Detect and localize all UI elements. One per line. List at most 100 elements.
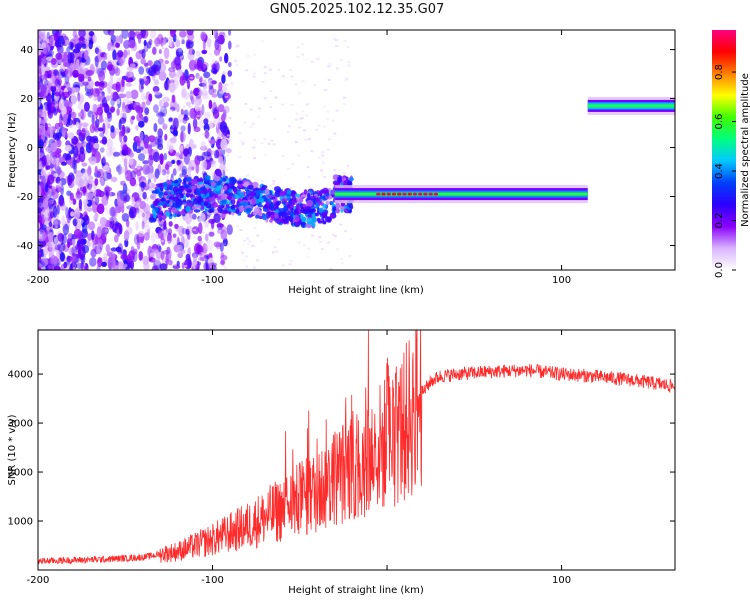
noise-cell [41,64,46,76]
noise-cell [96,168,104,179]
noise-cell [203,71,211,79]
noise-cell [157,143,164,151]
noise-cell [152,85,160,93]
noise-cell [123,157,128,168]
noise-cell [74,43,82,50]
noise-cell [180,130,184,143]
band-cell [208,209,214,213]
noise-cell [78,36,85,41]
noise-cell [174,223,179,230]
noise-cell [201,231,205,234]
noise-cell [110,176,118,183]
noise-cell [94,47,100,54]
noise-cell [141,101,146,110]
noise-cell [228,61,232,68]
noise-cell [207,262,216,270]
noise-cell [306,103,309,106]
band-cell [229,185,233,189]
band-cell [172,186,179,193]
band-cell [290,204,295,209]
peak-cell [423,192,428,196]
noise-cell [153,122,158,133]
noise-cell [128,30,136,40]
noise-cell [88,156,97,165]
noise-cell [96,203,105,215]
noise-cell [287,125,291,128]
noise-cell [101,136,108,145]
noise-cell [307,176,311,178]
noise-cell [252,139,256,142]
noise-cell [223,105,230,114]
noise-cell [120,128,124,138]
noise-cell [240,140,244,143]
noise-cell [62,126,66,138]
noise-cell [101,261,107,267]
noise-cell [181,165,188,176]
noise-cell [61,161,67,166]
noise-cell [45,154,51,163]
noise-cell [67,90,72,96]
noise-cell [322,125,326,128]
noise-cell [131,115,136,121]
noise-cell [193,87,200,97]
noise-cell [290,104,294,106]
noise-cell [208,86,215,96]
noise-cell [42,154,47,167]
noise-cell [50,142,58,153]
noise-cell [217,133,223,138]
noise-cell [331,234,335,236]
noise-cell [101,228,108,240]
noise-cell [94,189,102,197]
noise-cell [76,129,82,136]
noise-cell [108,190,112,197]
noise-cell [246,174,249,177]
band-cell [252,210,258,216]
noise-cell [147,145,153,155]
noise-cell [66,255,71,266]
band-cell [317,200,322,205]
band-cell [268,197,272,204]
noise-cell [226,134,230,137]
noise-cell [228,98,232,101]
noise-cell [251,122,255,125]
noise-cell [326,148,330,151]
noise-cell [110,216,118,225]
noise-cell [335,109,339,112]
noise-cell [44,146,52,153]
band-cell [224,190,228,194]
y-tick-label: 3000 [8,419,33,430]
noise-cell [126,71,135,80]
noise-cell [141,92,146,101]
noise-cell [171,159,176,164]
noise-cell [95,118,100,128]
noise-cell [117,166,124,174]
noise-cell [210,67,218,74]
band-cell [169,213,173,217]
noise-cell [64,144,72,152]
noise-cell [135,200,140,207]
band-cell [257,197,265,202]
noise-cell [142,191,147,200]
band-cell [301,219,307,223]
noise-cell [219,31,223,33]
noise-cell [170,109,174,112]
noise-cell [49,35,54,47]
band-cell [235,208,240,215]
noise-cell [168,144,174,153]
noise-cell [94,245,102,255]
noise-cell [161,240,165,243]
noise-cell [213,30,219,40]
band-cell [247,185,254,190]
noise-cell [187,218,190,221]
band-cell [257,204,264,208]
noise-cell [87,221,96,231]
noise-cell [104,124,109,136]
noise-cell [208,53,212,56]
noise-cell [311,234,315,237]
noise-cell [180,55,184,58]
noise-cell [143,232,150,241]
noise-cell [88,175,94,181]
noise-cell [68,65,73,73]
noise-cell [230,82,234,85]
